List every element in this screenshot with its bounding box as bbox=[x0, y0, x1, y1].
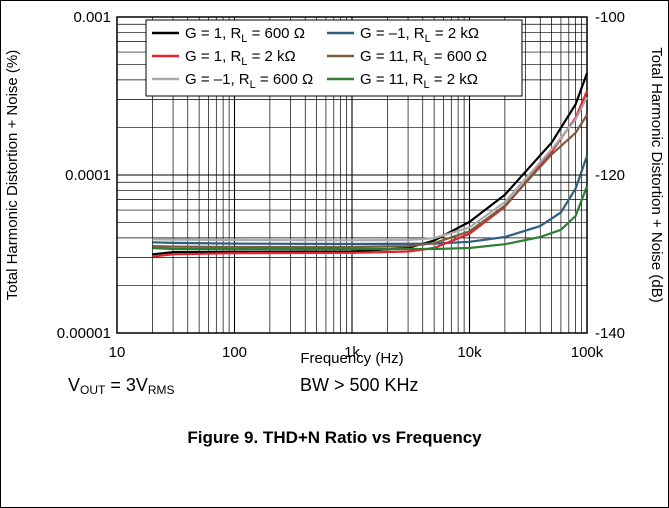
thd-chart: G = 1, RL = 600 Ω G = –1, RL = 2 kΩ G = 1,… bbox=[4, 9, 665, 367]
y2-tick-label: -120 bbox=[595, 167, 625, 184]
legend-label: G = 11, RL = 600 Ω bbox=[360, 48, 487, 68]
y-tick-label: 0.00001 bbox=[57, 325, 111, 342]
legend-entry: G = –1, RL = 600 Ω bbox=[152, 71, 313, 91]
legend-entry: G = 11, RL = 600 Ω bbox=[327, 48, 487, 68]
legend: G = 1, RL = 600 Ω G = –1, RL = 2 kΩ G = 1,… bbox=[145, 19, 523, 97]
series-layer bbox=[152, 72, 589, 258]
y-tick-label: 0.001 bbox=[73, 9, 111, 26]
y-tick-label: 0.0001 bbox=[65, 167, 111, 184]
bandwidth-note: BW > 500 KHz bbox=[300, 375, 419, 395]
legend-label: G = –1, RL = 600 Ω bbox=[185, 71, 313, 91]
figure-caption: Figure 9. THD+N Ratio vs Frequency bbox=[187, 428, 482, 447]
y2-tick-label: -140 bbox=[595, 325, 625, 342]
x-tick-label: 10 bbox=[109, 344, 126, 361]
series-line-2 bbox=[152, 155, 589, 246]
legend-box bbox=[145, 19, 523, 97]
legend-entry: G = 1, RL = 600 Ω bbox=[152, 25, 305, 45]
vout-note: VOUT = 3VRMS bbox=[68, 375, 175, 397]
x-tick-label: 100 bbox=[222, 344, 247, 361]
legend-entry: G = 11, RL = 2 kΩ bbox=[327, 71, 478, 91]
y-axis-label: Total Harmonic Distortion + Noise (%) bbox=[4, 50, 21, 301]
legend-label: G = 1, RL = 600 Ω bbox=[185, 25, 305, 45]
series-line-4 bbox=[152, 114, 588, 249]
series-line-6 bbox=[152, 185, 589, 251]
series-line-5 bbox=[152, 96, 588, 242]
tick-labels: 10 100 1k 10k 100k 0.00001 0.0001 0.001 -140 -120… bbox=[57, 9, 625, 361]
plot-area bbox=[116, 16, 588, 334]
x-tick-label: 10k bbox=[457, 344, 482, 361]
legend-label: G = 11, RL = 2 kΩ bbox=[360, 71, 478, 91]
legend-label: G = 1, RL = 2 kΩ bbox=[185, 48, 296, 68]
y2-axis-label: Total Harmonic Distortion + Noise (dB) bbox=[648, 47, 665, 303]
series-line-1 bbox=[152, 72, 589, 256]
x-axis-label: Frequency (Hz) bbox=[300, 350, 403, 367]
legend-entry: G = 1, RL = 2 kΩ bbox=[152, 48, 296, 68]
x-tick-label: 1k bbox=[344, 344, 360, 361]
legend-label: G = –1, RL = 2 kΩ bbox=[360, 25, 479, 45]
legend-entry: G = –1, RL = 2 kΩ bbox=[327, 25, 479, 45]
y2-tick-label: -100 bbox=[595, 9, 625, 26]
x-tick-label: 100k bbox=[571, 344, 604, 361]
